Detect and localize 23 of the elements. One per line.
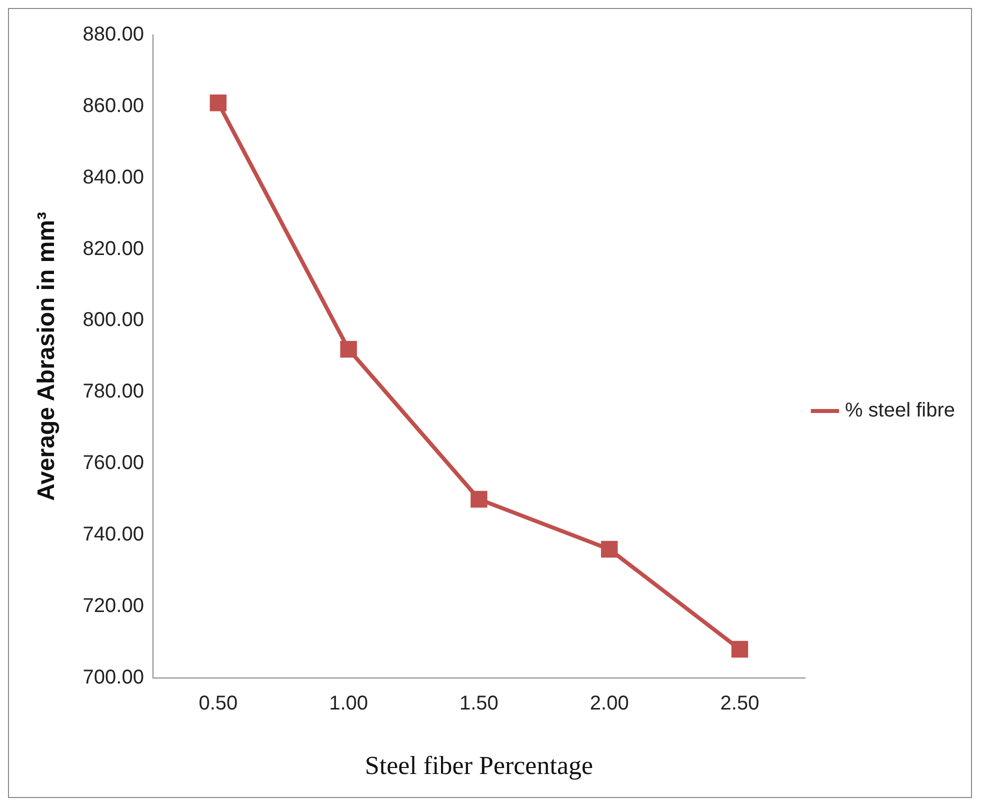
y-tick-label: 740.00 <box>82 523 144 546</box>
x-axis-title: Steel fiber Percentage <box>364 751 594 780</box>
y-tick-label: 820.00 <box>82 238 144 260</box>
y-axis-title: Average Abrasion in mm³ <box>33 212 60 501</box>
x-tick-label: 2.00 <box>590 692 629 714</box>
y-tick-label: 840.00 <box>82 166 144 188</box>
y-tick-label: 860.00 <box>82 94 144 117</box>
point <box>210 94 227 112</box>
x-tick-label: 0.50 <box>198 692 238 714</box>
legend-label: % steel fibre <box>844 400 956 422</box>
y-tick-label: 700.00 <box>82 666 144 688</box>
point <box>470 490 488 508</box>
x-tick-label: 2.50 <box>720 692 760 714</box>
y-tick-label: 720.00 <box>82 594 144 617</box>
y-tick-label: 880.00 <box>82 24 144 46</box>
x-tick-label: 1.50 <box>459 692 498 714</box>
y-tick-label: 800.00 <box>82 309 144 332</box>
y-tick-label: 760.00 <box>82 452 144 474</box>
point <box>600 540 618 558</box>
x-tick-label: 1.00 <box>329 692 368 714</box>
point <box>731 640 748 658</box>
y-tick-label: 780.00 <box>82 380 144 403</box>
point <box>340 340 357 358</box>
